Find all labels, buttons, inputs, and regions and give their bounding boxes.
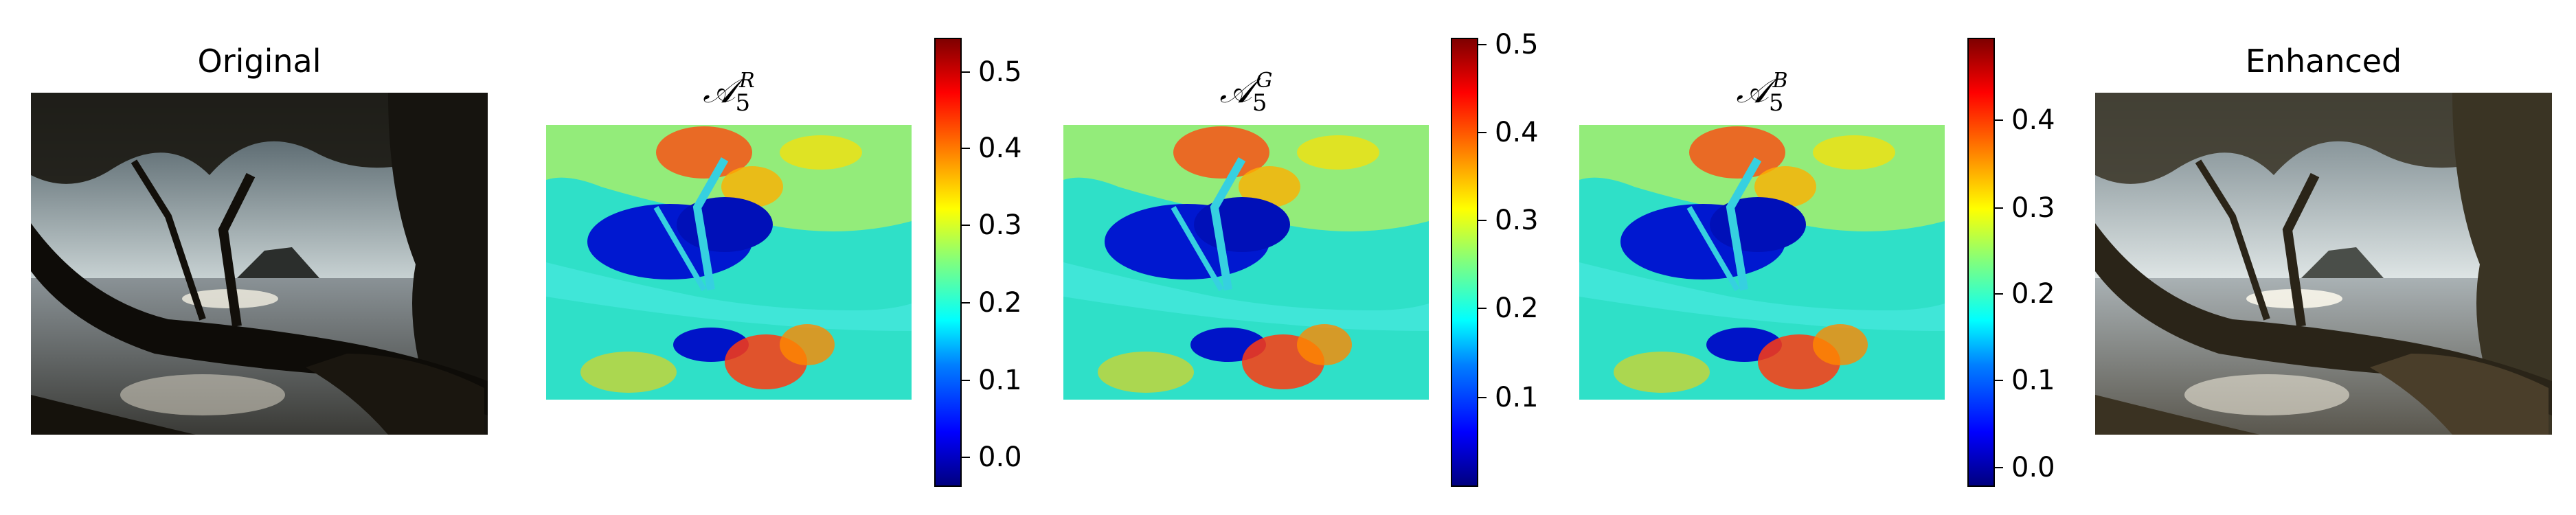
- colorbar-g-tick: [1477, 132, 1487, 133]
- colorbar-r-tick: [960, 71, 970, 73]
- colorbar-b-tick: [1993, 119, 2003, 121]
- colorbar-g-tick: [1477, 220, 1487, 221]
- colorbar-b-tick: [1993, 467, 2003, 468]
- map-g-superscript: G: [1256, 69, 1273, 93]
- colorbar-g: [1451, 38, 1478, 487]
- colorbar-b-tick-label: 0.1: [2011, 365, 2055, 396]
- colorbar-b-tick: [1993, 380, 2003, 381]
- map-g-heatmap: [1063, 125, 1429, 400]
- colorbar-r-tick: [960, 457, 970, 458]
- colorbar-r-tick-label: 0.2: [978, 287, 1022, 319]
- colorbar-r-tick: [960, 380, 970, 381]
- colorbar-r-tick-label: 0.4: [978, 133, 1022, 164]
- colorbar-b-tick: [1993, 207, 2003, 209]
- colorbar-b-tick-label: 0.4: [2011, 104, 2055, 136]
- colorbar-b-tick-label: 0.0: [2011, 452, 2055, 483]
- map-b-heatmap: [1579, 125, 1945, 400]
- colorbar-g-tick: [1477, 44, 1487, 45]
- map-g-title: 𝒜5G: [1063, 69, 1429, 117]
- colorbar-b-tick-label: 0.3: [2011, 192, 2055, 224]
- colorbar-r-tick: [960, 302, 970, 304]
- map-g-symbol: 𝒜: [1219, 71, 1252, 111]
- map-r-title: 𝒜5R: [546, 69, 912, 117]
- map-r-heatmap: [546, 125, 912, 400]
- map-r-superscript: R: [739, 69, 755, 93]
- colorbar-r-tick-label: 0.3: [978, 209, 1022, 241]
- original-title: Original: [197, 43, 321, 80]
- enhanced-title: Enhanced: [2245, 43, 2402, 80]
- colorbar-r-tick-label: 0.5: [978, 56, 1022, 88]
- map-b-title: 𝒜5B: [1579, 69, 1945, 117]
- map-b-symbol: 𝒜: [1736, 71, 1769, 111]
- map-r-symbol: 𝒜: [703, 71, 736, 111]
- colorbar-g-tick-label: 0.3: [1495, 205, 1539, 236]
- colorbar-r: [934, 38, 962, 487]
- colorbar-r-tick: [960, 225, 970, 226]
- map-g-subscript: 5: [1252, 89, 1267, 117]
- colorbar-r-tick: [960, 148, 970, 149]
- original-photo: [31, 93, 488, 435]
- colorbar-g-tick: [1477, 308, 1487, 309]
- colorbar-b: [1967, 38, 1995, 487]
- colorbar-b-tick-label: 0.2: [2011, 278, 2055, 310]
- colorbar-g-tick: [1477, 397, 1487, 398]
- colorbar-r-tick-label: 0.0: [978, 442, 1022, 473]
- map-b-superscript: B: [1772, 69, 1788, 93]
- enhanced-photo: [2095, 93, 2552, 435]
- colorbar-r-tick-label: 0.1: [978, 365, 1022, 396]
- colorbar-g-tick-label: 0.4: [1495, 117, 1539, 148]
- colorbar-g-tick-label: 0.1: [1495, 382, 1539, 413]
- colorbar-g-tick-label: 0.5: [1495, 29, 1539, 60]
- map-b-subscript: 5: [1768, 89, 1784, 117]
- colorbar-b-tick: [1993, 293, 2003, 295]
- colorbar-g-tick-label: 0.2: [1495, 293, 1539, 324]
- map-r-subscript: 5: [735, 89, 751, 117]
